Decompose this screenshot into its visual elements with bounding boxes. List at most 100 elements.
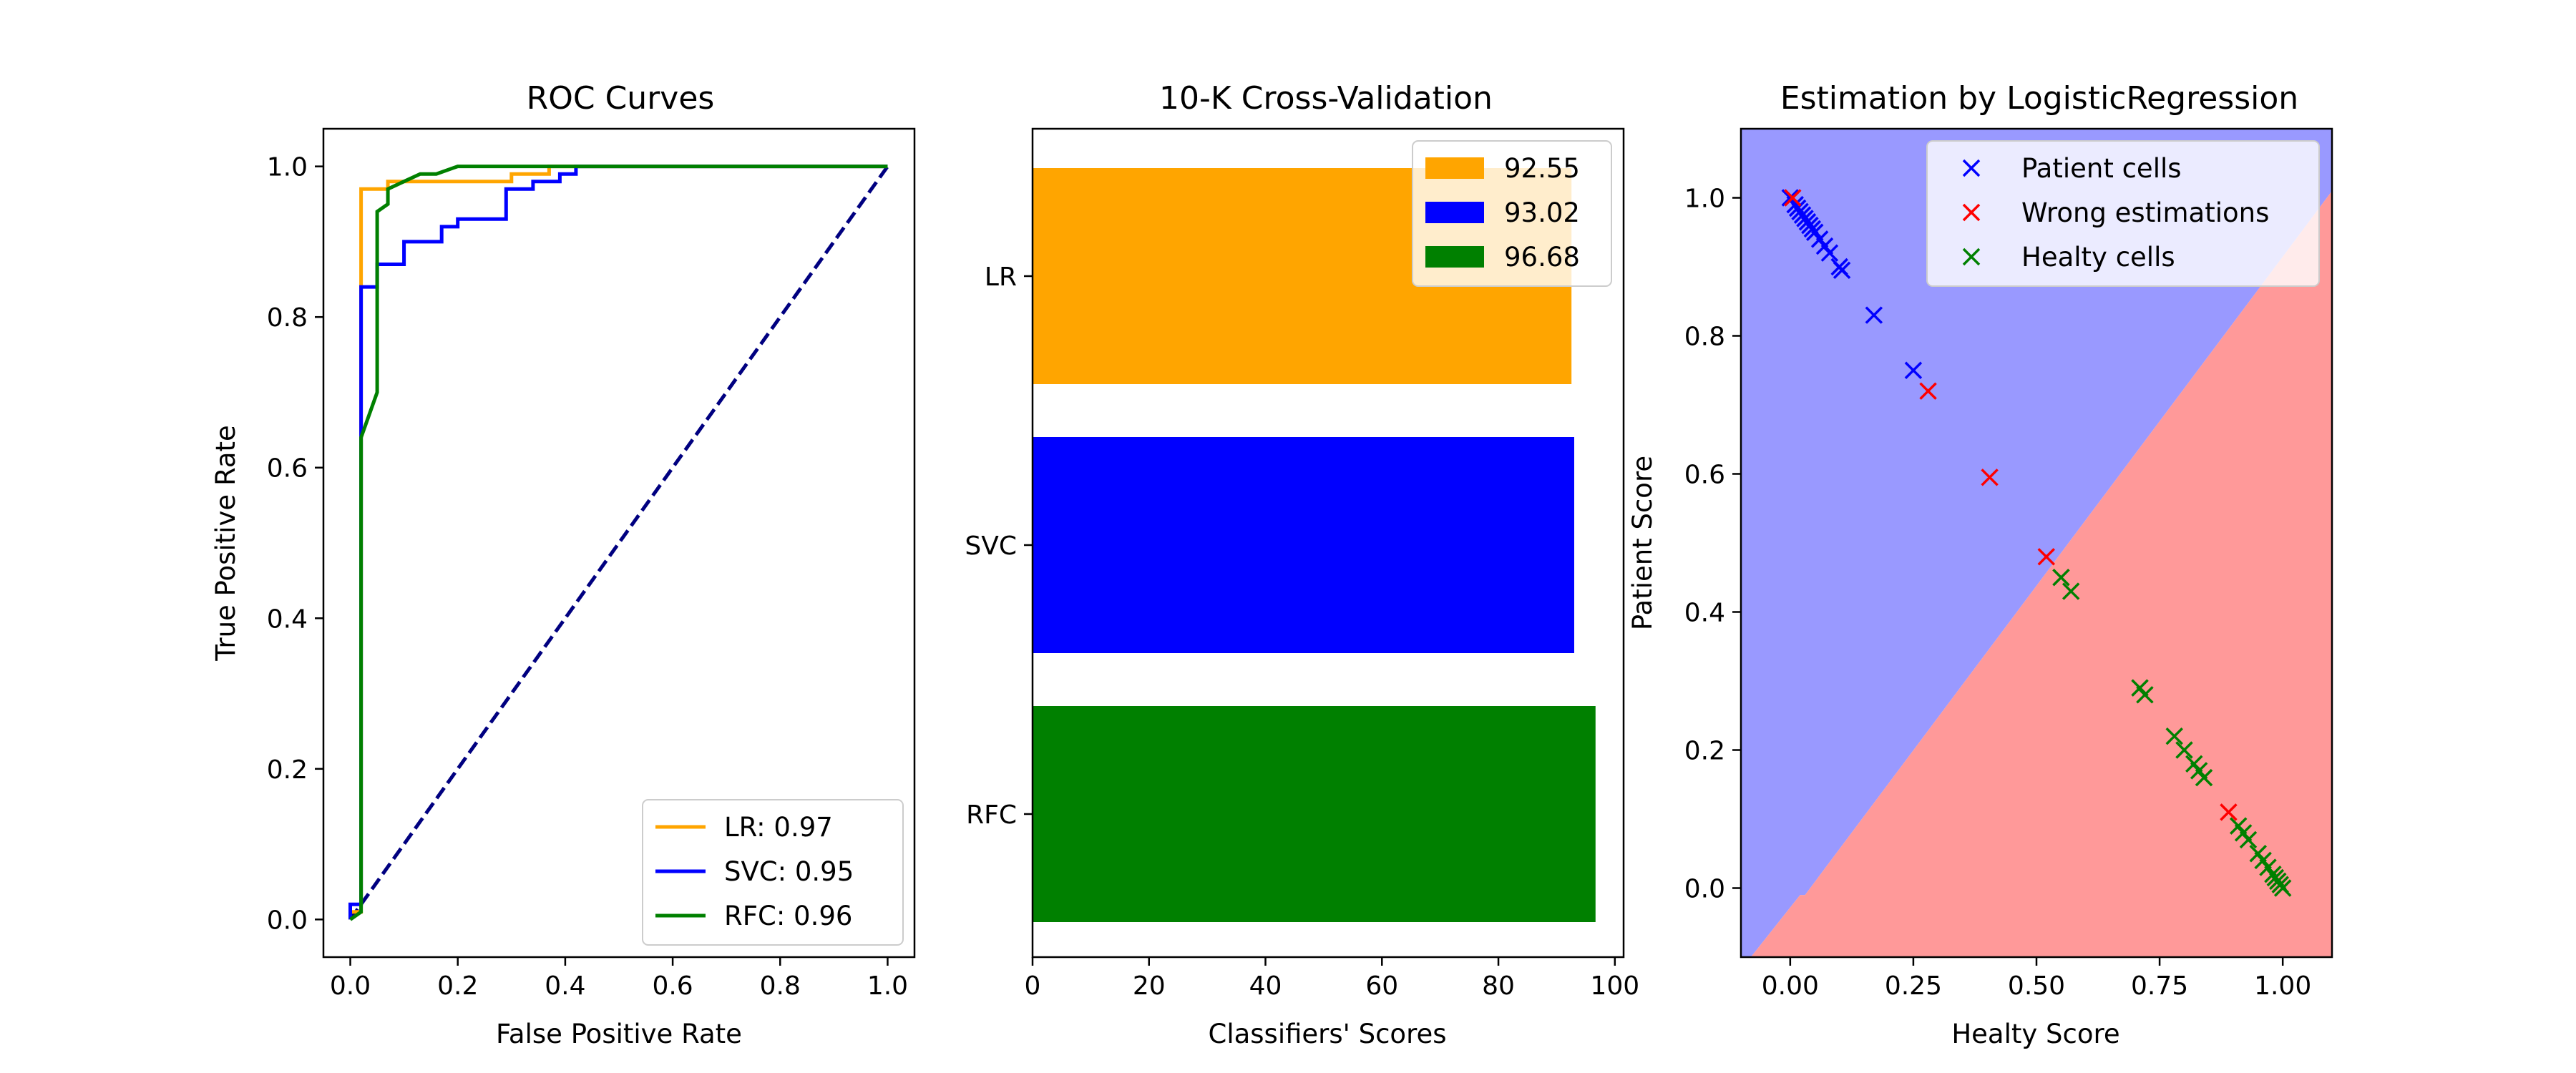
- cv-legend-label: 93.02: [1504, 197, 1580, 228]
- estimation-legend: Patient cells Wrong estimations Healty cel…: [1926, 140, 2320, 287]
- healthy-cell-marker: [2136, 686, 2154, 704]
- roc-y-tick-label: 0.4: [267, 604, 308, 634]
- wrong-estimation-marker: [1981, 469, 1999, 486]
- roc-x-tick-label: 0.4: [545, 971, 585, 1001]
- wrong-estimation-marker: [2037, 548, 2056, 566]
- wrong-estimation-marker: [1784, 189, 1802, 207]
- patient-cell-marker: [1865, 306, 1883, 324]
- healthy-cell-marker: [2195, 768, 2213, 787]
- estimation-y-tick-label: 0.8: [1684, 323, 1725, 352]
- cv-x-tick-label: 0: [1025, 971, 1041, 1001]
- cv-title: 10-K Cross-Validation: [1159, 80, 1493, 117]
- cv-panel: 10-K Cross-Validation 0 20 40 60 80 100 LR SVC…: [965, 80, 1639, 1049]
- estimation-x-tick-label: 0.25: [1885, 971, 1942, 1001]
- estimation-y-tick-label: 1.0: [1684, 185, 1725, 214]
- estimation-x-tick-label: 0.75: [2131, 971, 2188, 1001]
- roc-axes-frame: [322, 127, 916, 959]
- estimation-x-tick-label: 0.50: [2008, 971, 2065, 1001]
- roc-line-rfc: [349, 165, 888, 921]
- estimation-legend-box: [1926, 140, 2320, 287]
- roc-y-tick-label: 0.6: [267, 454, 308, 484]
- healthy-cell-marker: [2062, 582, 2080, 600]
- cv-x-tick-label: 40: [1249, 971, 1282, 1001]
- roc-title: ROC Curves: [527, 80, 715, 117]
- estimation-legend-swatch: [1962, 203, 1981, 222]
- roc-y-axis-label: True Positive Rate: [210, 425, 241, 662]
- roc-x-tick-label: 1.0: [867, 971, 908, 1001]
- cv-x-tick-label: 20: [1133, 971, 1166, 1001]
- estimation-y-tick-label: 0.0: [1684, 875, 1725, 904]
- roc-y-ticks: 0.0 0.2 0.4 0.6 0.8 1.0: [267, 153, 323, 935]
- cv-bars: [1033, 168, 1596, 922]
- estimation-y-tick-label: 0.2: [1684, 737, 1725, 766]
- estimation-x-tick-label: 1.00: [2254, 971, 2311, 1001]
- patient-cell-marker: [1820, 244, 1839, 262]
- healthy-cell-marker: [2175, 741, 2193, 759]
- estimation-x-axis-label: Healty Score: [1951, 1019, 2119, 1049]
- roc-x-tick-label: 0.8: [760, 971, 801, 1001]
- cv-x-tick-label: 100: [1590, 971, 1639, 1001]
- cv-legend-label: 96.68: [1504, 242, 1580, 273]
- cv-y-tick-label: LR: [985, 263, 1017, 292]
- estimation-title: Estimation by LogisticRegression: [1780, 80, 2298, 117]
- roc-line-svc: [348, 165, 888, 920]
- cv-x-tick-label: 80: [1482, 971, 1515, 1001]
- estimation-legend-label: Patient cells: [2021, 153, 2182, 184]
- cv-legend-swatch: [1425, 202, 1484, 223]
- cv-y-tick-label: RFC: [966, 800, 1017, 830]
- estimation-points: [1781, 189, 2292, 897]
- cv-legend: 92.55 93.02 96.68: [1412, 140, 1612, 287]
- estimation-y-tick-label: 0.4: [1684, 599, 1725, 628]
- estimation-x-ticks: 0.00 0.25 0.50 0.75 1.00: [1762, 957, 2311, 1001]
- estimation-legend-label: Healty cells: [2021, 242, 2175, 273]
- cv-x-ticks: 0 20 40 60 80 100: [1025, 957, 1639, 1001]
- roc-x-axis-label: False Positive Rate: [496, 1019, 742, 1049]
- roc-x-tick-label: 0.2: [437, 971, 478, 1001]
- patient-cell-marker: [1833, 261, 1851, 280]
- healthy-cell-marker: [2239, 831, 2258, 849]
- wrong-estimation-marker: [2220, 803, 2238, 821]
- cv-bar-svc: [1033, 437, 1574, 653]
- roc-legend: LR: 0.97 SVC: 0.95 RFC: 0.96: [642, 799, 904, 946]
- cv-x-tick-label: 60: [1365, 971, 1398, 1001]
- roc-legend-label: RFC: 0.96: [724, 901, 852, 931]
- estimation-y-axis-label: Patient Score: [1627, 456, 1658, 630]
- cv-legend-label: 92.55: [1504, 153, 1580, 184]
- healthy-cell-marker: [2273, 879, 2292, 897]
- roc-x-tick-label: 0.6: [652, 971, 693, 1001]
- roc-y-tick-label: 0.0: [267, 906, 308, 935]
- cv-y-tick-label: SVC: [965, 531, 1017, 561]
- estimation-legend-label: Wrong estimations: [2021, 197, 2269, 228]
- roc-legend-label: LR: 0.97: [724, 812, 833, 843]
- estimation-y-ticks: 0.0 0.2 0.4 0.6 0.8 1.0: [1684, 185, 1741, 904]
- roc-x-tick-label: 0.0: [330, 971, 371, 1001]
- roc-legend-label: SVC: 0.95: [724, 856, 854, 887]
- estimation-legend-swatch: [1962, 248, 1981, 266]
- wrong-estimation-marker: [1919, 382, 1937, 400]
- roc-y-tick-label: 0.8: [267, 303, 308, 333]
- estimation-y-tick-label: 0.6: [1684, 461, 1725, 490]
- estimation-legend-swatch: [1962, 159, 1981, 177]
- cv-legend-swatch: [1425, 157, 1484, 179]
- healthy-region: [1750, 190, 2332, 957]
- roc-plot-area: [348, 165, 889, 921]
- roc-panel: ROC Curves 0.0 0.2 0.4 0.6 0.8 1.0 0.00.20.40…: [210, 80, 916, 1049]
- patient-cell-marker: [1904, 361, 1923, 379]
- patient-region: [1741, 129, 2332, 957]
- cv-legend-swatch: [1425, 246, 1484, 268]
- roc-legend-box: [642, 799, 904, 946]
- healthy-cell-marker: [2165, 727, 2183, 745]
- cv-x-axis-label: Classifiers' Scores: [1208, 1019, 1446, 1049]
- cv-y-ticks: LR SVC RFC: [965, 263, 1033, 830]
- roc-y-tick-label: 1.0: [267, 153, 308, 182]
- healthy-cell-marker: [2052, 569, 2070, 587]
- roc-reference-line: [348, 165, 889, 921]
- estimation-x-tick-label: 0.00: [1762, 971, 1819, 1001]
- roc-x-ticks: 0.0 0.2 0.4 0.6 0.8 1.0: [330, 957, 908, 1001]
- estimation-panel: Estimation by LogisticRegression 0.00 0.2…: [1627, 80, 2333, 1049]
- roc-y-tick-label: 0.2: [267, 755, 308, 785]
- cv-bar-rfc: [1033, 706, 1596, 922]
- cv-axes-frame: [1031, 127, 1625, 959]
- estimation-background: [1741, 129, 2332, 957]
